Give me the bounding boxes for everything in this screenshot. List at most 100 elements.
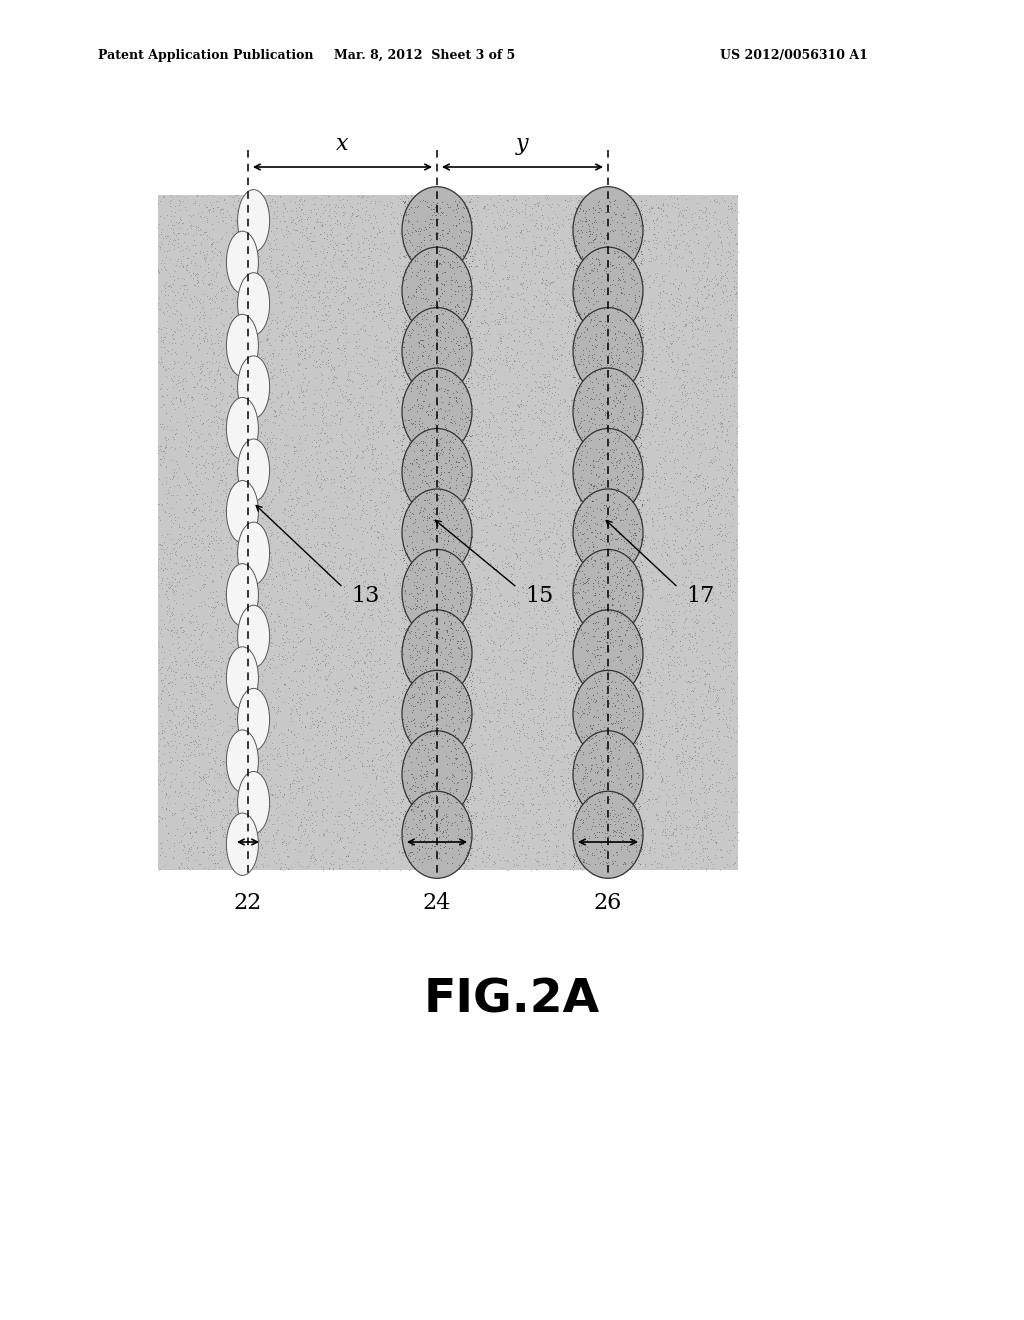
Point — [529, 391, 546, 412]
Point — [534, 333, 550, 354]
Point — [458, 521, 474, 543]
Point — [503, 236, 519, 257]
Point — [184, 477, 201, 498]
Point — [378, 787, 394, 808]
Point — [392, 591, 409, 612]
Point — [456, 833, 472, 854]
Point — [458, 257, 474, 279]
Point — [618, 671, 635, 692]
Point — [449, 418, 465, 440]
Point — [463, 400, 479, 421]
Point — [188, 457, 205, 478]
Point — [381, 842, 397, 863]
Point — [587, 569, 603, 590]
Point — [570, 383, 587, 404]
Point — [253, 766, 269, 787]
Point — [565, 855, 582, 876]
Point — [439, 825, 456, 846]
Point — [564, 216, 581, 238]
Point — [326, 358, 342, 379]
Point — [585, 351, 601, 372]
Point — [231, 830, 248, 851]
Point — [377, 615, 393, 636]
Point — [323, 661, 339, 682]
Point — [380, 496, 396, 517]
Point — [511, 661, 527, 682]
Point — [609, 479, 626, 500]
Point — [612, 642, 629, 663]
Point — [667, 462, 683, 483]
Point — [572, 364, 589, 385]
Point — [667, 825, 683, 846]
Point — [356, 503, 373, 524]
Point — [505, 425, 521, 446]
Point — [198, 251, 214, 272]
Point — [620, 564, 636, 585]
Point — [415, 430, 431, 451]
Point — [459, 581, 475, 602]
Point — [502, 717, 518, 738]
Point — [153, 436, 169, 457]
Point — [718, 714, 734, 735]
Point — [417, 777, 433, 799]
Point — [440, 442, 457, 463]
Point — [600, 202, 616, 223]
Point — [369, 759, 385, 780]
Point — [208, 197, 224, 218]
Point — [193, 376, 209, 397]
Point — [382, 469, 398, 490]
Point — [315, 243, 332, 264]
Point — [447, 804, 464, 825]
Point — [678, 260, 694, 281]
Point — [478, 649, 495, 671]
Point — [610, 783, 627, 804]
Point — [261, 525, 278, 546]
Point — [258, 379, 274, 400]
Point — [700, 284, 717, 305]
Point — [295, 672, 311, 693]
Point — [180, 834, 197, 855]
Point — [494, 595, 510, 616]
Point — [611, 298, 628, 319]
Point — [381, 342, 397, 363]
Point — [612, 713, 629, 734]
Point — [318, 787, 335, 808]
Point — [552, 453, 568, 474]
Point — [642, 243, 658, 264]
Point — [530, 218, 547, 239]
Point — [443, 756, 460, 777]
Point — [434, 484, 451, 506]
Point — [306, 186, 323, 207]
Point — [668, 791, 684, 812]
Point — [259, 713, 275, 734]
Point — [569, 760, 586, 781]
Point — [301, 739, 317, 760]
Point — [697, 814, 714, 836]
Point — [324, 355, 340, 376]
Point — [199, 197, 215, 218]
Point — [503, 197, 519, 218]
Point — [402, 632, 419, 653]
Point — [300, 272, 316, 293]
Point — [568, 789, 585, 810]
Point — [727, 643, 743, 664]
Point — [514, 576, 530, 597]
Point — [594, 374, 610, 395]
Point — [423, 437, 439, 458]
Point — [589, 577, 605, 598]
Point — [207, 438, 223, 459]
Point — [442, 496, 459, 517]
Point — [233, 527, 250, 548]
Point — [203, 758, 219, 779]
Point — [345, 323, 361, 345]
Point — [413, 207, 429, 228]
Point — [657, 766, 674, 787]
Point — [636, 755, 652, 776]
Point — [458, 405, 474, 426]
Point — [695, 339, 712, 360]
Point — [198, 197, 214, 218]
Point — [418, 799, 434, 820]
Point — [438, 358, 455, 379]
Point — [406, 366, 422, 387]
Point — [492, 216, 508, 238]
